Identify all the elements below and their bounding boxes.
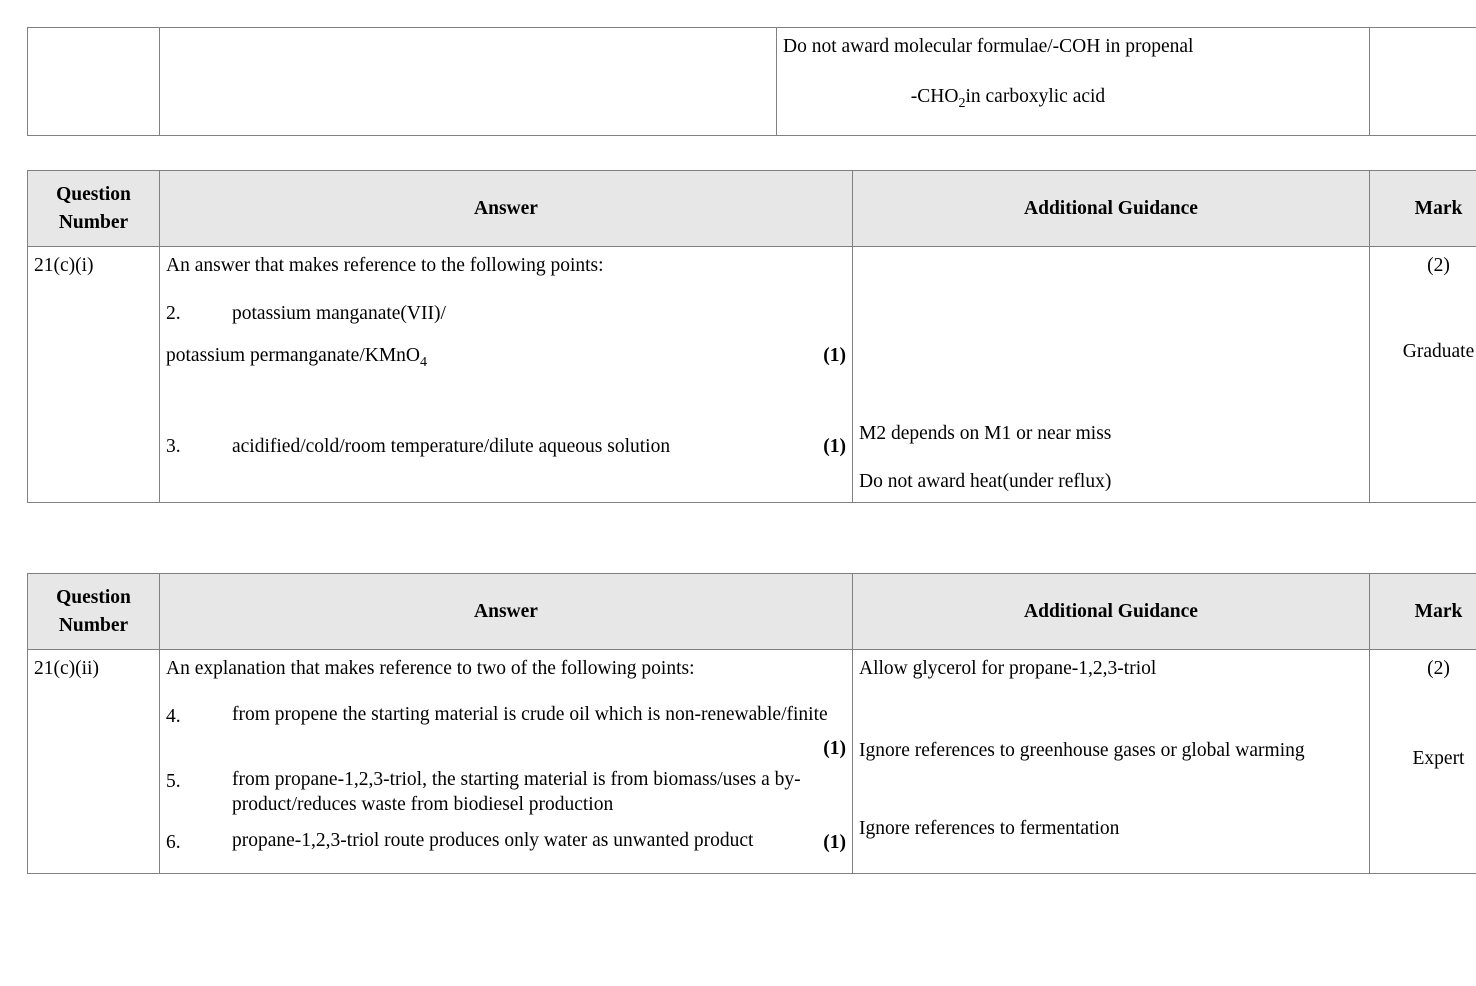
answer-point-6: 6. propane-1,2,3-triol route produces on… (166, 829, 846, 857)
header-mark: Mark (1369, 169, 1476, 248)
point-text: from propane-1,2,3-triol, the starting m… (232, 769, 801, 815)
point-text: acidified/cold/room temperature/dilute a… (232, 436, 671, 458)
header-answer: Answer (159, 572, 853, 651)
answer-bottom-spacer (166, 461, 846, 483)
point-text-continued-prefix: potassium permanganate/KMnO (166, 344, 420, 366)
point-score: (1) (823, 344, 846, 366)
question-number-cell: 21(c)(ii) (27, 649, 160, 874)
header-additional-guidance: Additional Guidance (852, 169, 1370, 248)
table-row: 21(c)(ii) An explanation that makes refe… (27, 649, 1476, 874)
fragment-guidance-line-2: -CHO2in carboxylic acid (783, 83, 1363, 111)
point-number: 4. (166, 706, 181, 728)
mark-cell: (2) Expert (1369, 649, 1476, 874)
point-number: 6. (166, 832, 181, 854)
point-number: 5. (166, 771, 181, 793)
guidance-top-spacer (859, 252, 1363, 420)
guidance-line-2: Ignore references to greenhouse gases or… (859, 740, 1305, 762)
fragment-guidance-cell: Do not award molecular formulae/-COH in … (776, 27, 1370, 136)
header-question-line: Question (56, 587, 131, 608)
header-additional-guidance: Additional Guidance (852, 572, 1370, 651)
header-question-number: Question Number (27, 572, 160, 651)
guidance-line-1: M2 depends on M1 or near miss (859, 423, 1112, 445)
point-score: (1) (823, 737, 846, 759)
mark-scheme-table-21ci: Question Number Answer Additional Guidan… (27, 169, 1476, 503)
header-number-line: Number (58, 211, 129, 233)
answer-bottom-spacer (166, 857, 846, 867)
answer-point-3: 3. acidified/cold/room temperature/dilut… (166, 433, 846, 461)
point-number: 2. (166, 303, 181, 325)
guidance-cell: M2 depends on M1 or near miss Do not awa… (852, 246, 1370, 503)
point-score: (1) (823, 436, 846, 458)
header-answer: Answer (159, 169, 853, 248)
table-row: Do not award molecular formulae/-COH in … (27, 27, 1476, 136)
table-header-row: Question Number Answer Additional Guidan… (27, 572, 1476, 651)
header-question-number: Question Number (27, 169, 160, 248)
header-question-line: Question (56, 184, 131, 205)
point-text-continued: potassium permanganate/KMnO4 (166, 342, 809, 370)
answer-point-5: 5. from propane-1,2,3-triol, the startin… (166, 768, 846, 817)
fragment-guidance-line-2-suffix: in carboxylic acid (965, 85, 1106, 107)
fragment-guidance-line-2-prefix: -CHO (910, 85, 959, 107)
question-number-cell: 21(c)(i) (27, 246, 160, 503)
guidance-line-3: Ignore references to fermentation (859, 817, 1120, 839)
mark-label: Graduate (1402, 341, 1475, 363)
header-number-line: Number (58, 614, 129, 636)
answer-cell: An answer that makes reference to the fo… (159, 246, 853, 503)
point-text: propane-1,2,3-triol route produces only … (232, 830, 754, 852)
guidance-line-1: Allow glycerol for propane-1,2,3-triol (859, 658, 1157, 680)
fragment-guidance-line-1: Do not award molecular formulae/-COH in … (783, 36, 1194, 57)
fragment-mark-cell (1369, 27, 1476, 136)
answer-lead-in: An answer that makes reference to the fo… (166, 255, 604, 277)
guidance-line-2: Do not award heat(under reflux) (859, 471, 1112, 493)
mark-value: (2) (1427, 658, 1450, 680)
point-number: 3. (166, 436, 181, 458)
fragment-answer-cell (159, 27, 777, 136)
fragment-question-cell (27, 27, 160, 136)
answer-point-2-continued: potassium permanganate/KMnO4 (1) (166, 342, 846, 370)
mark-cell: (2) Graduate (1369, 246, 1476, 503)
guidance-cell: Allow glycerol for propane-1,2,3-triol I… (852, 649, 1370, 874)
mark-scheme-table-21cii: Question Number Answer Additional Guidan… (27, 572, 1476, 874)
header-mark: Mark (1369, 572, 1476, 651)
point-text: from propene the starting material is cr… (232, 704, 828, 726)
table-row: 21(c)(i) An answer that makes reference … (27, 246, 1476, 503)
mark-value: (2) (1427, 255, 1450, 277)
answer-spacer (166, 369, 846, 413)
answer-lead-in: An explanation that makes reference to t… (166, 658, 695, 680)
subscript-2: 2 (958, 94, 966, 111)
answer-cell: An explanation that makes reference to t… (159, 649, 853, 874)
fragment-table: Do not award molecular formulae/-COH in … (27, 27, 1476, 136)
subscript-4: 4 (420, 353, 428, 370)
point-text: potassium manganate(VII)/ (232, 303, 446, 325)
mark-label: Expert (1412, 748, 1465, 770)
answer-point-4: 4. from propene the starting material is… (166, 703, 846, 731)
answer-point-2: 2. potassium manganate(VII)/ (166, 300, 846, 328)
point-score: (1) (823, 832, 846, 854)
table-header-row: Question Number Answer Additional Guidan… (27, 169, 1476, 248)
